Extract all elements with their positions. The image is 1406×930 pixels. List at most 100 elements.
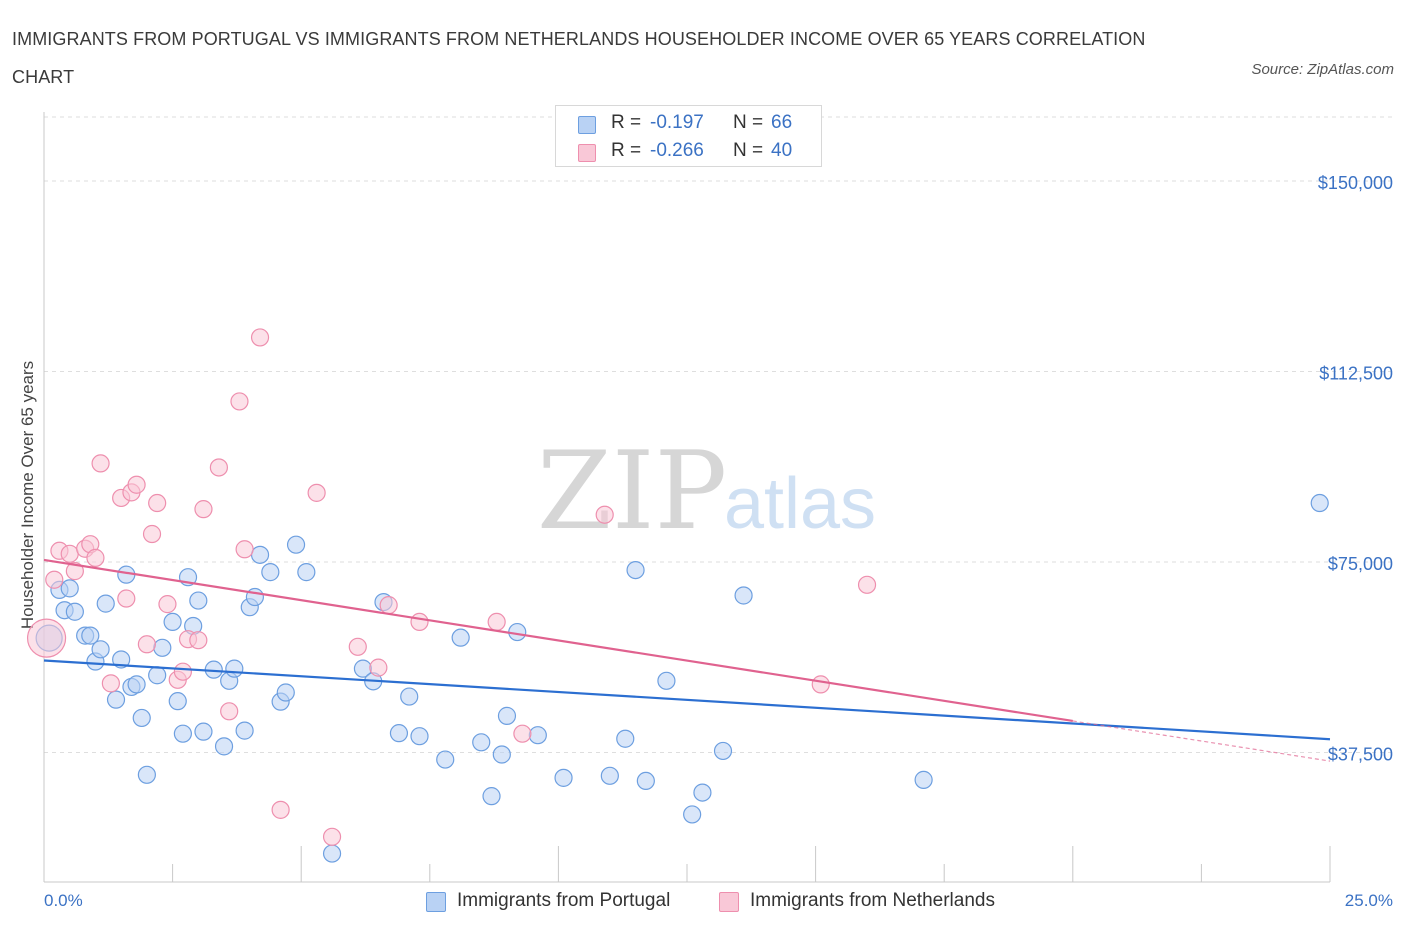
r-value: -0.266 xyxy=(650,140,704,161)
data-point-portugal xyxy=(734,586,753,605)
watermark-atlas: atlas xyxy=(724,464,876,544)
data-point-portugal xyxy=(322,844,342,863)
data-point-portugal xyxy=(148,666,167,685)
data-point-portugal xyxy=(153,638,172,657)
n-value: 66 xyxy=(771,112,793,133)
data-point-netherlands xyxy=(271,800,290,819)
data-point-netherlands xyxy=(369,658,388,677)
y-tick-label: $150,000 xyxy=(1318,173,1393,193)
data-point-portugal xyxy=(235,721,254,740)
data-point-portugal xyxy=(1310,493,1329,513)
data-point-portugal xyxy=(127,675,146,694)
data-point-portugal xyxy=(297,563,316,582)
data-point-portugal xyxy=(60,579,79,598)
legend-label-netherlands: Immigrants from Netherlands xyxy=(750,890,995,911)
data-point-netherlands xyxy=(148,493,167,513)
data-point-portugal xyxy=(914,770,933,789)
r-value: -0.197 xyxy=(650,112,704,133)
data-point-portugal xyxy=(451,628,470,647)
data-point-netherlands xyxy=(220,702,239,721)
data-point-portugal xyxy=(497,706,517,725)
data-point-portugal xyxy=(713,741,733,761)
stats-swatch-netherlands xyxy=(578,144,596,162)
n-label: N = xyxy=(733,112,764,133)
data-point-netherlands xyxy=(209,458,228,477)
r-label: R = xyxy=(611,112,642,133)
data-point-netherlands xyxy=(142,524,162,544)
data-point-portugal xyxy=(482,787,501,806)
data-point-netherlands xyxy=(322,827,342,846)
chart-legend: Immigrants from Portugal Immigrants from… xyxy=(0,889,1406,917)
data-point-portugal xyxy=(168,692,187,711)
data-point-netherlands xyxy=(348,637,367,656)
data-point-portugal xyxy=(173,724,192,743)
data-point-portugal xyxy=(137,765,156,784)
data-point-portugal xyxy=(693,783,712,802)
chart-source: Source: ZipAtlas.com xyxy=(1251,61,1394,78)
data-point-portugal xyxy=(132,708,151,728)
data-point-netherlands xyxy=(158,595,177,614)
data-point-portugal xyxy=(528,726,547,745)
y-tick-label: $75,000 xyxy=(1328,554,1393,574)
data-point-portugal xyxy=(410,727,429,746)
correlation-stats-box: R = -0.197 N = 66 R = -0.266 N = 40 xyxy=(555,105,822,167)
data-point-netherlands xyxy=(595,505,614,524)
data-point-portugal xyxy=(250,545,270,564)
data-point-portugal xyxy=(626,560,645,580)
data-point-netherlands xyxy=(101,674,120,693)
data-point-portugal xyxy=(276,683,295,702)
n-label: N = xyxy=(733,140,764,161)
data-point-netherlands xyxy=(91,454,110,473)
data-point-netherlands xyxy=(26,618,67,658)
data-point-portugal xyxy=(636,771,655,791)
data-point-netherlands xyxy=(811,675,830,694)
data-point-netherlands xyxy=(230,392,249,411)
data-point-portugal xyxy=(194,722,213,741)
trend-lines xyxy=(43,558,1331,762)
y-tick-label: $37,500 xyxy=(1328,744,1393,764)
data-point-netherlands xyxy=(60,544,79,563)
data-point-portugal xyxy=(389,724,409,743)
data-point-portugal xyxy=(106,690,126,709)
data-point-portugal xyxy=(261,563,280,582)
r-label: R = xyxy=(611,140,642,161)
data-point-portugal xyxy=(81,626,100,645)
data-point-netherlands xyxy=(117,589,136,608)
stats-swatch-portugal xyxy=(578,116,596,134)
data-point-netherlands xyxy=(45,570,64,589)
data-point-portugal xyxy=(492,745,511,764)
data-point-portugal xyxy=(286,535,306,554)
y-tick-labels: $150,000 $112,500 $75,000 $37,500 xyxy=(1318,173,1393,765)
data-point-netherlands xyxy=(250,328,270,347)
trend-line-extension-netherlands xyxy=(1072,720,1331,762)
chart-title: IMMIGRANTS FROM PORTUGAL VS IMMIGRANTS F… xyxy=(12,29,1146,87)
data-point-portugal xyxy=(225,659,244,678)
data-point-netherlands xyxy=(137,635,156,654)
legend-label-portugal: Immigrants from Portugal xyxy=(457,890,671,911)
watermark-zip: ZIP xyxy=(537,429,727,554)
data-point-portugal xyxy=(616,729,635,748)
trend-line-netherlands xyxy=(43,558,1073,723)
x-axis-min-label: 0.0% xyxy=(44,891,83,910)
data-points xyxy=(26,328,1329,863)
data-point-portugal xyxy=(189,591,208,610)
data-point-portugal xyxy=(400,687,419,706)
data-point-netherlands xyxy=(189,631,208,650)
data-point-netherlands xyxy=(194,500,213,519)
data-point-portugal xyxy=(436,750,455,769)
data-point-netherlands xyxy=(857,575,877,594)
data-point-portugal xyxy=(554,768,573,787)
data-point-netherlands xyxy=(235,540,254,559)
data-point-portugal xyxy=(163,612,182,632)
data-point-portugal xyxy=(683,805,702,824)
data-point-netherlands xyxy=(487,612,506,632)
trend-line-portugal xyxy=(43,659,1331,741)
data-point-portugal xyxy=(472,733,491,752)
data-point-portugal xyxy=(112,650,131,669)
data-point-netherlands xyxy=(65,562,84,581)
x-axis-max-label: 25.0% xyxy=(1344,891,1393,910)
n-value: 40 xyxy=(771,140,793,161)
data-point-netherlands xyxy=(410,612,429,632)
watermark: ZIP atlas xyxy=(537,429,876,554)
